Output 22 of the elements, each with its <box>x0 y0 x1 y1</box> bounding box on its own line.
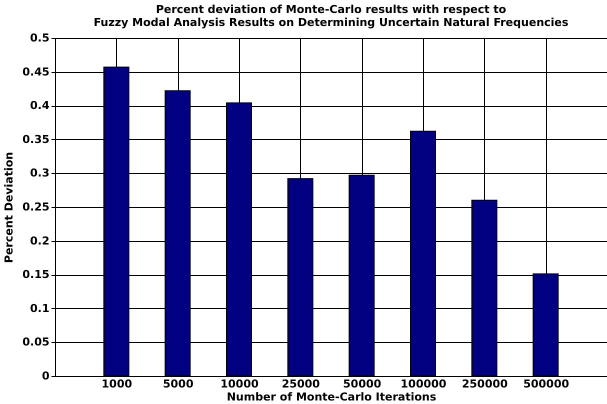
x-tick-label: 50000 <box>343 378 382 390</box>
x-axis-title: Number of Monte-Carlo Iterations <box>226 390 437 404</box>
x-tick-label: 500000 <box>523 378 570 390</box>
y-tick-label: 0.05 <box>22 336 50 349</box>
y-tick-label: 0.3 <box>30 166 50 180</box>
x-tick-label: 250000 <box>462 378 508 390</box>
y-tick-label: 0.1 <box>30 302 50 315</box>
y-tick-label: 0.25 <box>22 200 50 214</box>
y-tick-label: 0.45 <box>22 65 50 78</box>
y-tick-label: 0.2 <box>30 234 50 248</box>
x-tick-label: 25000 <box>282 378 320 390</box>
y-tick-label: 0.4 <box>30 99 50 112</box>
y-axis-title: Percent Deviation <box>2 152 16 264</box>
chart-title: Percent deviation of Monte-Carlo results with respect to Fuzzy Modal Analysis Results on Determining Uncertain Natural Frequencies <box>94 3 569 29</box>
x-tick-label: 100000 <box>400 378 447 390</box>
x-tick-label: 1000 <box>102 378 132 390</box>
y-tick-label: 0.15 <box>22 268 50 282</box>
x-tick-label: 10000 <box>220 378 259 390</box>
y-tick-label: 0.35 <box>22 132 50 146</box>
y-tick-label: 0 <box>42 370 50 382</box>
y-tick-label: 0.5 <box>30 32 50 44</box>
x-tick-label: 5000 <box>162 378 194 390</box>
